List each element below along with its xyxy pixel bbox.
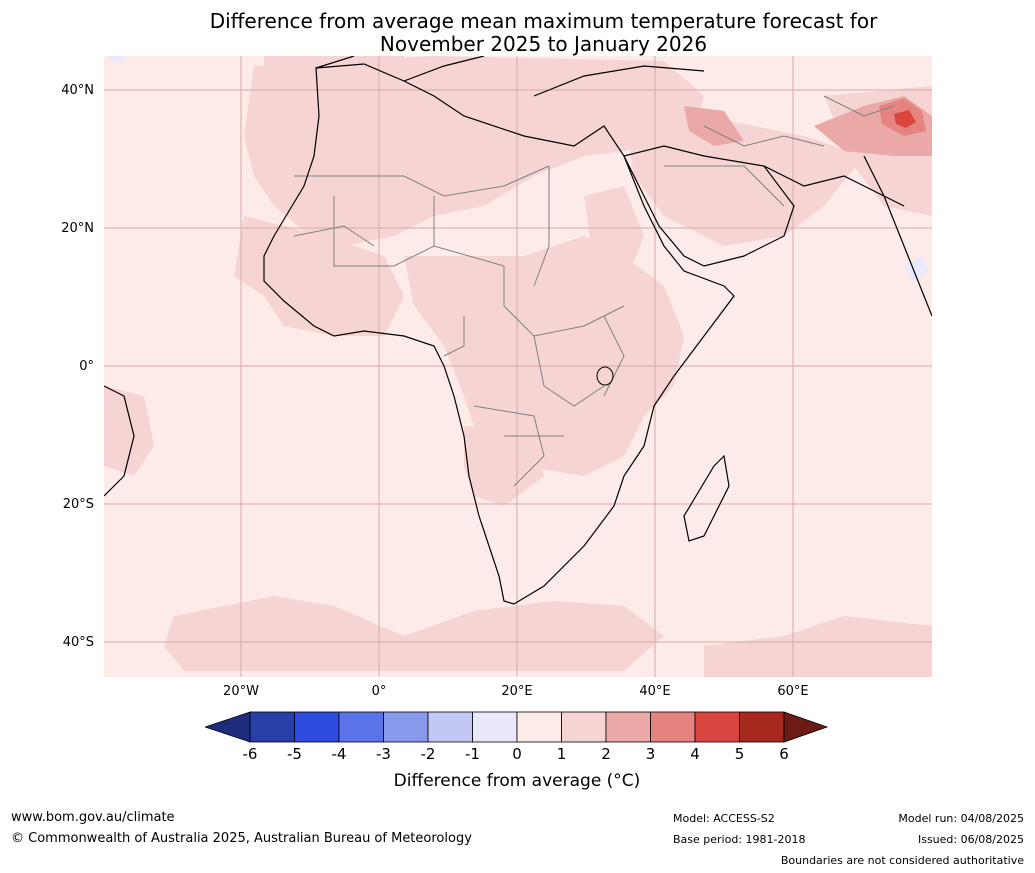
- anomaly-region-iraq: [684, 106, 744, 146]
- colorbar-tick-label: 0: [512, 745, 522, 763]
- anomaly-region-southern-ocean: [164, 596, 664, 671]
- anomaly-region-horn-africa: [584, 186, 644, 286]
- coastline-europe: [315, 56, 705, 97]
- anomaly-region-central-africa: [404, 236, 684, 476]
- footer-disclaimer: Boundaries are not considered authoritat…: [780, 854, 1024, 867]
- colorbar-tick-label: 1: [556, 745, 567, 763]
- lat-label-40n: 40°N: [61, 83, 94, 98]
- anomaly-region-west-africa: [234, 216, 404, 336]
- anomaly-region-cool-india: [904, 256, 928, 281]
- colorbar-cell: [383, 711, 429, 743]
- colorbar-cells: [205, 711, 829, 743]
- lon-label-20e: 20°E: [501, 684, 533, 699]
- colorbar-tick-label: -3: [376, 745, 391, 763]
- anomaly-region-sahara-north: [244, 56, 704, 246]
- colorbar-cell: [694, 711, 740, 743]
- footer-model: Model: ACCESS-S2: [673, 812, 775, 825]
- lat-label-40s: 40°S: [62, 635, 94, 650]
- footer-issued: Issued: 06/08/2025: [917, 833, 1024, 846]
- footer-base-period: Base period: 1981-2018: [673, 833, 806, 846]
- coastline-south-america: [104, 385, 135, 497]
- lon-label-0: 0°: [371, 684, 387, 699]
- colorbar-tick-label: 2: [601, 745, 611, 763]
- forecast-map[interactable]: [104, 56, 932, 677]
- colorbar: [205, 711, 829, 743]
- colorbar-tick-label: 3: [645, 745, 656, 763]
- colorbar-tick-label: -2: [420, 745, 436, 763]
- colorbar-cell: [516, 711, 562, 743]
- colorbar-cell: [249, 711, 295, 743]
- anomaly-region-east-ocean: [704, 616, 932, 677]
- colorbar-tick-label: 5: [734, 745, 745, 763]
- colorbar-cell: [650, 711, 696, 743]
- colorbar-cell: [427, 711, 473, 743]
- lake-victoria: [596, 366, 614, 386]
- coastline-india: [863, 155, 932, 317]
- anomaly-region-southern-africa: [464, 426, 544, 506]
- colorbar-cell: [294, 711, 340, 743]
- lon-label-40e: 40°E: [639, 684, 671, 699]
- footer-copyright: © Commonwealth of Australia 2025, Austra…: [11, 831, 472, 846]
- coastline-arabia: [623, 145, 795, 267]
- colorbar-extend-high: [783, 711, 829, 743]
- footer-model-run: Model run: 04/08/2025: [898, 812, 1024, 825]
- colorbar-extend-low: [205, 711, 251, 743]
- anomaly-region-cool-atlantic: [109, 56, 126, 62]
- lon-label-20w: 20°W: [223, 684, 259, 699]
- title-line-2: November 2025 to January 2026: [379, 32, 708, 56]
- colorbar-cell: [472, 711, 518, 743]
- map-canvas: [104, 56, 932, 677]
- anomaly-1-2-regions: [104, 56, 932, 677]
- lon-label-60e: 60°E: [777, 684, 809, 699]
- title-line-1: Difference from average mean maximum tem…: [209, 9, 878, 33]
- colorbar-tick-label: -5: [287, 745, 302, 763]
- country-borders: [293, 95, 895, 487]
- colorbar-tick-label: 6: [779, 745, 789, 763]
- colorbar-tick-label: -1: [465, 745, 480, 763]
- anomaly-region-arabia: [624, 116, 864, 246]
- anomaly-region-atlantic-west: [104, 386, 154, 476]
- colorbar-tick-label: 4: [690, 745, 700, 763]
- colorbar-cell: [338, 711, 384, 743]
- lat-label-20s: 20°S: [62, 497, 94, 512]
- anomaly-region-afghanistan-4-5: [894, 110, 916, 128]
- coastline-madagascar: [683, 454, 730, 542]
- lat-label-20n: 20°N: [61, 221, 94, 236]
- colorbar-cell: [739, 711, 785, 743]
- colorbar-label: Difference from average (°C): [393, 771, 641, 791]
- coastline-persian-gulf: [763, 165, 905, 207]
- coastlines: [104, 56, 932, 605]
- colorbar-cell: [561, 711, 607, 743]
- map-gridlines: [104, 56, 932, 677]
- coastline-africa: [263, 63, 735, 605]
- lat-label-0: 0°: [79, 359, 94, 374]
- map-title: Difference from average mean maximum tem…: [0, 10, 1035, 56]
- colorbar-tick-label: -6: [242, 745, 258, 763]
- colorbar-tick-label: -4: [331, 745, 347, 763]
- colorbar-cell: [605, 711, 651, 743]
- footer-url[interactable]: www.bom.gov.au/climate: [11, 810, 175, 825]
